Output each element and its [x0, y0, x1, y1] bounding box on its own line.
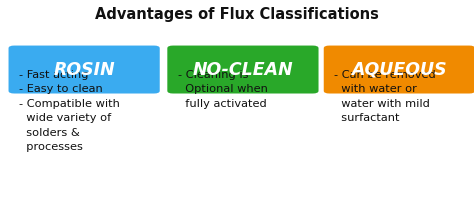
Text: - Can be removed
  with water or
  water with mild
  surfactant: - Can be removed with water or water wit…: [334, 70, 436, 123]
Text: ROSIN: ROSIN: [53, 60, 115, 79]
Text: - Fast acting
- Easy to clean
- Compatible with
  wide variety of
  solders &
  : - Fast acting - Easy to clean - Compatib…: [19, 70, 120, 152]
Text: AQUEOUS: AQUEOUS: [352, 60, 447, 79]
FancyBboxPatch shape: [9, 46, 160, 94]
Text: Advantages of Flux Classifications: Advantages of Flux Classifications: [95, 7, 379, 21]
FancyBboxPatch shape: [324, 46, 474, 94]
Text: NO-CLEAN: NO-CLEAN: [192, 60, 293, 79]
Text: - Cleaning is
  Optional when
  fully activated: - Cleaning is Optional when fully activa…: [178, 70, 268, 109]
FancyBboxPatch shape: [167, 46, 319, 94]
